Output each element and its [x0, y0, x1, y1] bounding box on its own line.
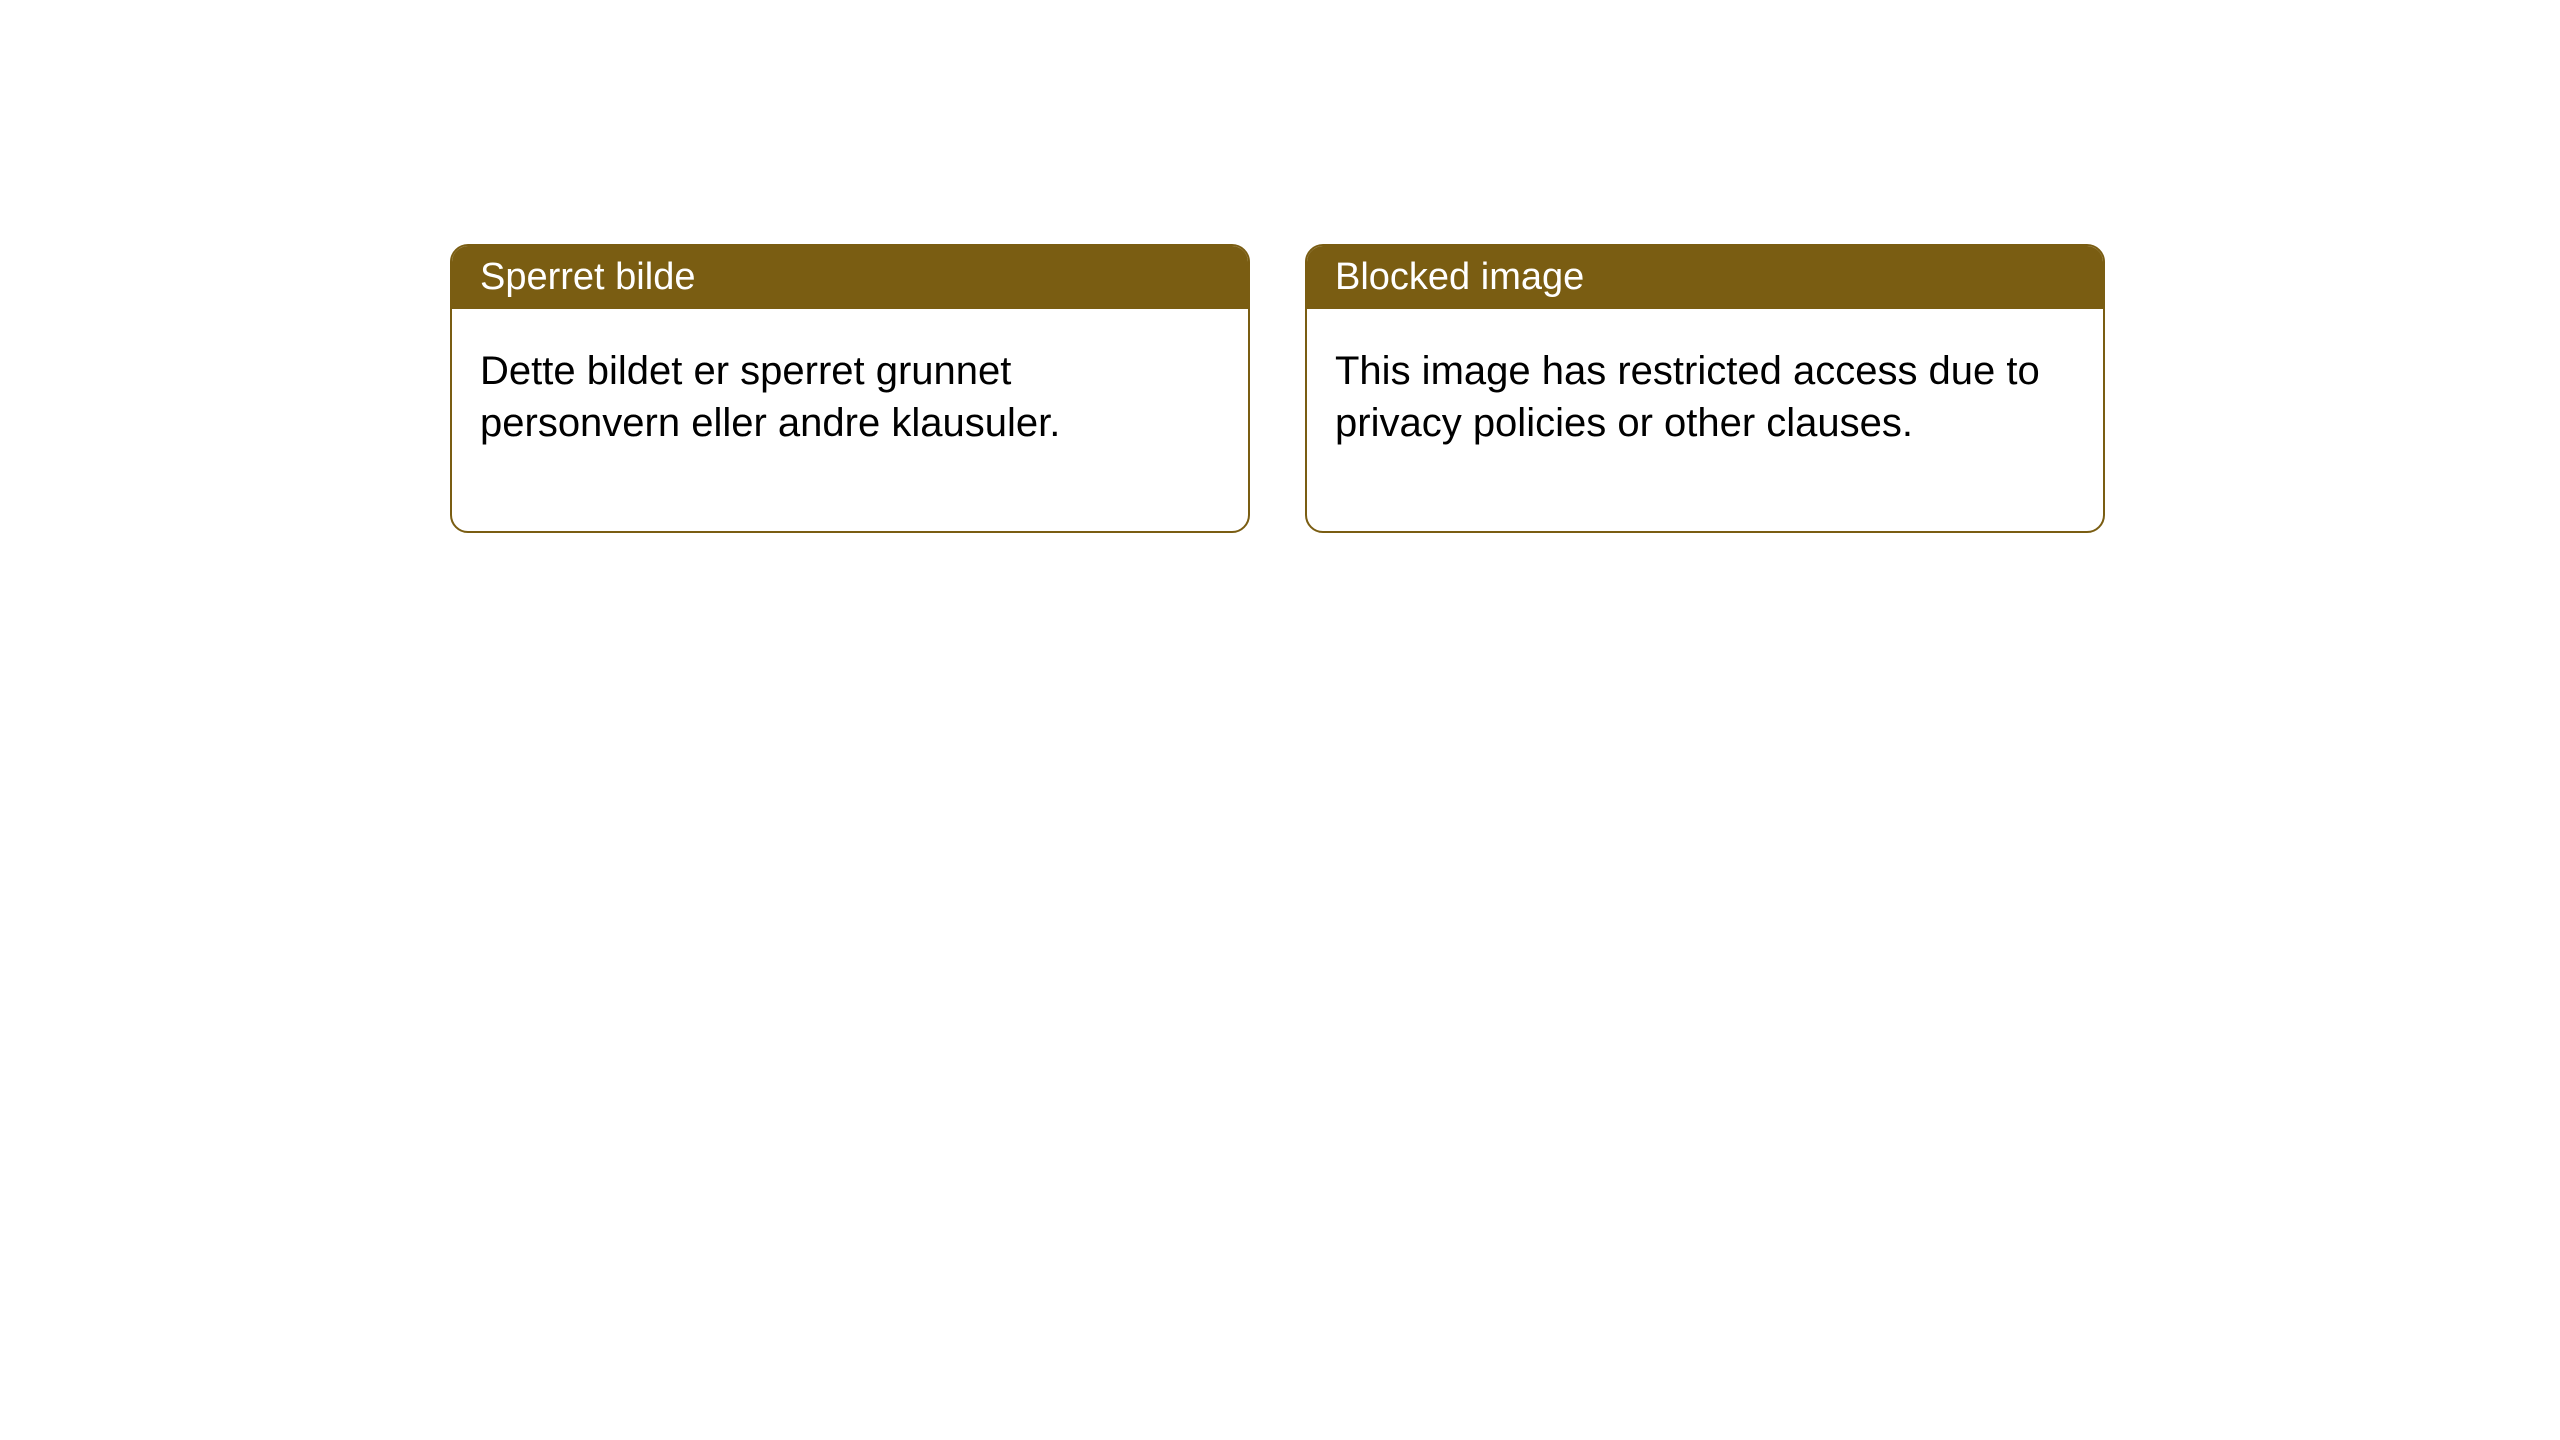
card-title-en: Blocked image [1335, 256, 1584, 298]
card-header-en: Blocked image [1307, 246, 2103, 309]
cards-container: Sperret bilde Dette bildet er sperret gr… [0, 0, 2560, 533]
blocked-image-card-en: Blocked image This image has restricted … [1305, 244, 2105, 533]
card-body-no: Dette bildet er sperret grunnet personve… [452, 309, 1248, 531]
blocked-image-card-no: Sperret bilde Dette bildet er sperret gr… [450, 244, 1250, 533]
card-body-en: This image has restricted access due to … [1307, 309, 2103, 531]
card-header-no: Sperret bilde [452, 246, 1248, 309]
card-body-text-en: This image has restricted access due to … [1335, 349, 2040, 445]
card-title-no: Sperret bilde [480, 256, 695, 298]
card-body-text-no: Dette bildet er sperret grunnet personve… [480, 349, 1060, 445]
